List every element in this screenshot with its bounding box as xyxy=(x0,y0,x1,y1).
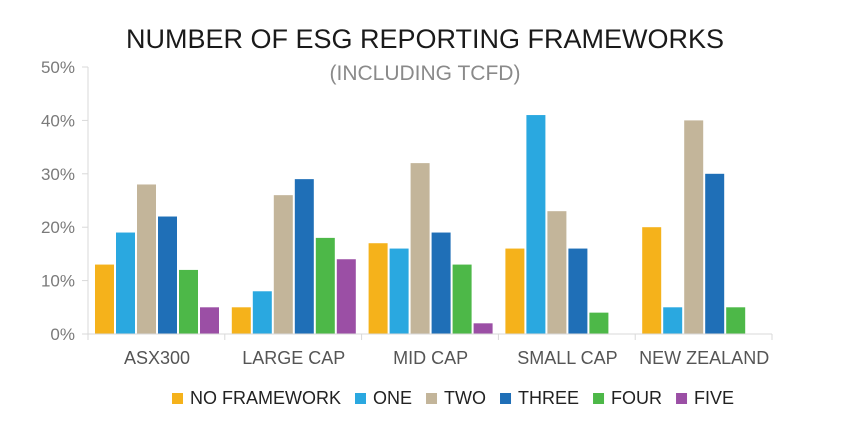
bar xyxy=(336,259,356,334)
legend-label: TWO xyxy=(444,388,486,408)
legend-swatch xyxy=(172,393,183,404)
legend-label: FOUR xyxy=(611,388,662,408)
bar xyxy=(568,248,588,334)
bar xyxy=(273,195,293,334)
bar xyxy=(200,307,219,334)
bar xyxy=(505,248,525,334)
bar xyxy=(252,291,272,334)
x-category-label: LARGE CAP xyxy=(242,348,345,368)
legend-label: FIVE xyxy=(694,388,734,408)
y-axis: 0% 10% 20% 30% 40% 50% xyxy=(41,58,89,344)
y-tick-label: 40% xyxy=(41,111,75,130)
bar xyxy=(473,323,493,334)
bar xyxy=(368,243,388,334)
x-axis: ASX300 LARGE CAP MID CAP SMALL CAP NEW ZEALA… xyxy=(87,333,773,368)
bar xyxy=(315,237,335,334)
x-category-label: MID CAP xyxy=(393,348,468,368)
legend-swatch xyxy=(500,393,512,404)
bar xyxy=(294,179,314,334)
bar xyxy=(684,120,704,335)
y-tick-label: 30% xyxy=(41,165,75,184)
bar xyxy=(547,211,567,334)
legend-swatch xyxy=(355,393,366,404)
legend-swatch xyxy=(676,393,688,404)
bar xyxy=(642,227,662,334)
bar xyxy=(589,312,609,334)
chart-title: NUMBER OF ESG REPORTING FRAMEWORKS xyxy=(126,24,724,54)
bar xyxy=(158,216,177,334)
legend-label: THREE xyxy=(518,388,579,408)
legend: NO FRAMEWORK ONE TWO THREE FOUR FIVE xyxy=(172,388,734,408)
bar xyxy=(137,184,156,334)
bar xyxy=(526,115,546,334)
bar xyxy=(179,269,198,334)
y-tick-label: 50% xyxy=(41,58,75,77)
legend-swatch xyxy=(426,393,438,404)
legend-label: ONE xyxy=(373,388,412,408)
bar xyxy=(95,264,114,334)
bar xyxy=(389,248,409,334)
y-tick-label: 10% xyxy=(41,272,75,291)
bar xyxy=(116,232,135,334)
bar xyxy=(726,307,746,334)
y-tick-label: 20% xyxy=(41,218,75,237)
x-category-label: SMALL CAP xyxy=(517,348,617,368)
legend-label: NO FRAMEWORK xyxy=(190,388,341,408)
legend-swatch xyxy=(593,393,605,404)
bar xyxy=(452,264,472,334)
bars xyxy=(95,115,746,335)
y-tick-label: 0% xyxy=(50,325,75,344)
bar xyxy=(431,232,451,334)
bar xyxy=(663,307,683,334)
bar xyxy=(231,307,251,334)
bar xyxy=(705,173,725,334)
x-category-label: NEW ZEALAND xyxy=(639,348,769,368)
bar xyxy=(410,163,430,334)
x-category-label: ASX300 xyxy=(124,348,190,368)
chart-subtitle: (INCLUDING TCFD) xyxy=(330,62,521,85)
